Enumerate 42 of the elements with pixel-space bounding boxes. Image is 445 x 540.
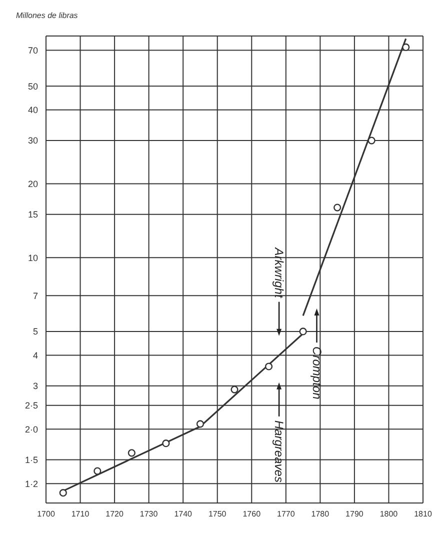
point xyxy=(334,204,342,212)
y-tick-label: 2·0 xyxy=(24,424,38,434)
point xyxy=(196,420,204,428)
y-tick-label: 15 xyxy=(28,210,38,220)
point xyxy=(94,467,102,475)
x-tick-label: 1740 xyxy=(174,510,193,519)
x-tick-label: 1810 xyxy=(414,510,432,519)
y-tick-label: 1·5 xyxy=(24,454,38,465)
point xyxy=(162,440,170,448)
y-tick-label: 1·2 xyxy=(24,478,38,489)
point xyxy=(230,386,238,394)
y-tick-label: 10 xyxy=(28,252,38,263)
y-tick-label: 40 xyxy=(28,105,38,116)
y-tick-label: 50 xyxy=(28,81,38,92)
y-tick-label: 30 xyxy=(28,136,38,146)
y-tick-label: 70 xyxy=(28,45,38,56)
y-axis-title: Millones de libras xyxy=(16,10,79,22)
y-tick-label: 3 xyxy=(32,381,38,392)
point xyxy=(368,136,376,144)
x-tick-label: 1720 xyxy=(106,510,124,519)
y-tick-label: 5 xyxy=(32,326,38,337)
annotation: Hargreaves xyxy=(272,420,286,482)
y-tick-label: 4 xyxy=(32,350,38,360)
point xyxy=(128,449,136,457)
x-tick-label: 1750 xyxy=(208,510,227,519)
x-tick-label: 1700 xyxy=(37,510,56,519)
x-tick-label: 1780 xyxy=(311,510,330,519)
x-tick-label: 1800 xyxy=(380,510,398,519)
y-tick-label: 20 xyxy=(28,178,38,189)
y-tick-label: 7 xyxy=(32,290,38,301)
x-tick-label: 1760 xyxy=(242,510,262,519)
x-tick-label: 1770 xyxy=(277,510,296,519)
annotation: Arkwright xyxy=(272,246,286,298)
x-tick-label: 1790 xyxy=(346,510,364,519)
point xyxy=(299,328,307,336)
point xyxy=(59,489,67,497)
y-tick-label: 2·5 xyxy=(24,400,38,411)
x-tick-label: 1710 xyxy=(71,510,90,519)
annotation: Crompton xyxy=(310,346,324,400)
point xyxy=(264,362,273,370)
point xyxy=(402,43,410,52)
x-tick-label: 1730 xyxy=(140,510,158,519)
